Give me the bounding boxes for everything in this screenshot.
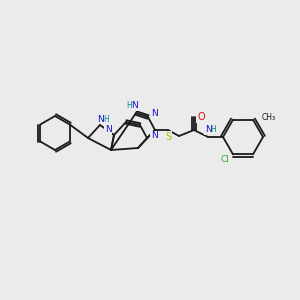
Text: H: H [103, 115, 109, 124]
Text: N: N [132, 101, 138, 110]
Text: S: S [165, 132, 171, 142]
Text: N: N [205, 125, 212, 134]
Text: N: N [105, 125, 111, 134]
Text: CH₃: CH₃ [262, 113, 276, 122]
Text: N: N [151, 131, 158, 140]
Text: H: H [126, 101, 132, 110]
Text: N: N [98, 115, 104, 124]
Text: H: H [211, 125, 216, 134]
Text: N: N [152, 109, 158, 118]
Text: O: O [197, 112, 205, 122]
Text: Cl: Cl [220, 155, 230, 164]
